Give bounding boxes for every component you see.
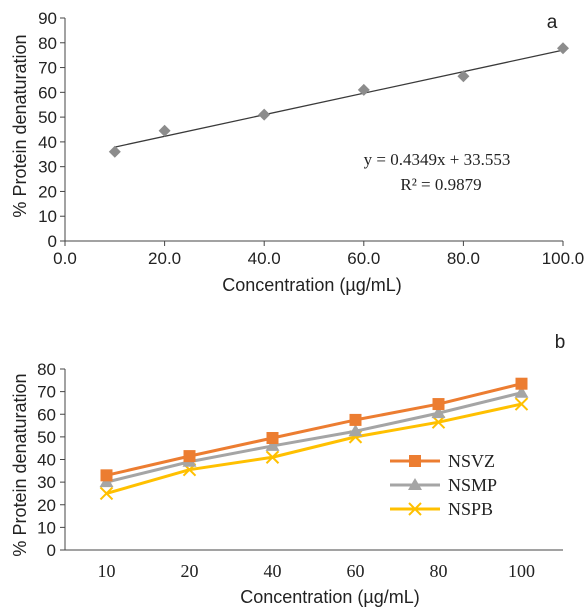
series-line-nspb bbox=[106, 402, 522, 495]
chart-b-x-tick-label: 100 bbox=[508, 561, 535, 581]
chart-b-y-tick-label: 20 bbox=[37, 496, 56, 515]
chart-a-y-tick-label: 90 bbox=[38, 9, 57, 28]
chart-a-x-tick-label: 40.0 bbox=[248, 249, 281, 268]
series-line-nsvz bbox=[106, 382, 522, 477]
chart-a-x-tick-label: 0.0 bbox=[53, 249, 77, 268]
data-point-nsvz bbox=[432, 398, 445, 411]
chart-a-x-tick-label: 100.0 bbox=[542, 249, 585, 268]
x-marker-stroke bbox=[99, 486, 114, 501]
data-point-nspb bbox=[514, 397, 529, 411]
data-point-nspb bbox=[99, 486, 114, 501]
chart-b-y-tick-label: 60 bbox=[37, 405, 56, 424]
data-point-diamond bbox=[108, 145, 121, 158]
chart-b-y-tick-label: 50 bbox=[37, 428, 56, 447]
series-line-nsmp bbox=[106, 391, 522, 484]
data-point-nsmp bbox=[431, 406, 446, 419]
chart-b-y-tick-label: 80 bbox=[37, 360, 56, 379]
data-point-nsmp bbox=[514, 385, 529, 398]
chart-a-x-tick-label: 20.0 bbox=[148, 249, 181, 268]
data-point-diamond bbox=[258, 108, 271, 121]
x-marker-stroke bbox=[514, 397, 529, 411]
chart-b-y-tick-label: 10 bbox=[37, 518, 56, 537]
chart-a-y-tick-label: 70 bbox=[38, 59, 57, 78]
chart-a-x-axis-label: Concentration (µg/mL) bbox=[222, 275, 401, 295]
chart-b-y-tick-label: 0 bbox=[47, 541, 56, 560]
chart-b-y-tick-label: 30 bbox=[37, 473, 56, 492]
r-squared-label: R² = 0.9879 bbox=[400, 175, 481, 194]
chart-b-y-tick-label: 70 bbox=[37, 383, 56, 402]
chart-a-y-tick-label: 20 bbox=[38, 182, 57, 201]
chart-b-x-tick-label: 40 bbox=[264, 561, 282, 581]
chart-b-x-tick-label: 80 bbox=[430, 561, 448, 581]
data-point-diamond bbox=[158, 124, 171, 137]
chart-a-y-tick-label: 40 bbox=[38, 133, 57, 152]
chart-a-y-tick-label: 30 bbox=[38, 158, 57, 177]
data-point-nspb bbox=[265, 450, 280, 464]
data-point-diamond bbox=[357, 83, 370, 96]
chart-b-y-axis-label: % Protein denaturation bbox=[10, 373, 30, 556]
chart-b-x-axis-label: Concentration (µg/mL) bbox=[240, 587, 419, 607]
chart-b-x-tick-label: 20 bbox=[181, 561, 199, 581]
chart-b-x-tick-label: 10 bbox=[98, 561, 116, 581]
legend-marker-nsvz bbox=[409, 455, 421, 467]
data-point-nsvz bbox=[266, 432, 279, 445]
data-point-nsvz bbox=[100, 469, 113, 482]
chart-b-y-tick-label: 40 bbox=[37, 451, 56, 470]
chart-a-y-tick-label: 50 bbox=[38, 108, 57, 127]
chart-b: b % Protein denaturation Concentration (… bbox=[10, 332, 565, 607]
chart-a-y-tick-label: 80 bbox=[38, 34, 57, 53]
data-point-diamond bbox=[557, 42, 569, 55]
chart-b-x-tick-label: 60 bbox=[347, 561, 365, 581]
chart-a: a % Protein denaturation Concentration (… bbox=[10, 9, 584, 295]
chart-a-x-tick-label: 60.0 bbox=[347, 249, 380, 268]
legend-marker-nsmp bbox=[408, 478, 422, 490]
chart-a-y-tick-label: 10 bbox=[38, 207, 57, 226]
chart-a-y-axis-label: % Protein denaturation bbox=[10, 34, 30, 217]
data-point-nsvz bbox=[515, 377, 528, 390]
x-marker-stroke bbox=[408, 502, 422, 516]
data-point-diamond bbox=[457, 70, 470, 83]
panel-b-label: b bbox=[555, 332, 566, 353]
data-point-nsmp bbox=[348, 424, 363, 437]
chart-a-x-tick-label: 80.0 bbox=[447, 249, 480, 268]
legend-label-nsmp: NSMP bbox=[448, 475, 497, 495]
data-point-nsvz bbox=[183, 450, 196, 463]
data-point-nspb bbox=[431, 415, 446, 429]
legend-label-nspb: NSPB bbox=[448, 499, 493, 519]
chart-a-y-tick-label: 60 bbox=[38, 83, 57, 102]
data-point-nsvz bbox=[349, 413, 362, 426]
legend-label-nsvz: NSVZ bbox=[448, 451, 495, 471]
x-marker-stroke bbox=[431, 415, 446, 429]
panel-a-label: a bbox=[547, 12, 558, 33]
chart-a-y-tick-label: 0 bbox=[48, 232, 57, 251]
x-marker-stroke bbox=[265, 450, 280, 464]
trendline-equation: y = 0.4349x + 33.553 bbox=[364, 150, 511, 169]
trendline bbox=[114, 49, 564, 148]
data-point-nsmp bbox=[265, 438, 280, 451]
legend-marker-nspb bbox=[408, 502, 422, 516]
